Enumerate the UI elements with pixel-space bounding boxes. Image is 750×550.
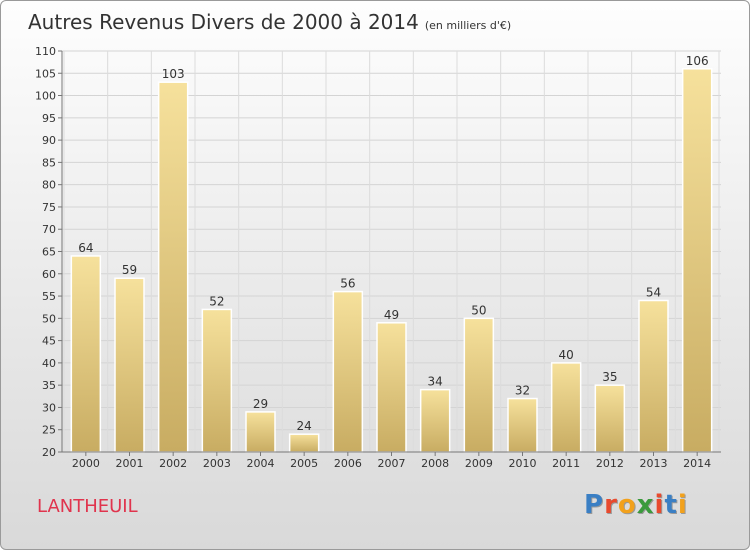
bar-value-label: 34	[428, 375, 443, 389]
logo-letter: i	[654, 490, 665, 520]
bar-value-label: 103	[162, 67, 185, 81]
y-tick-label: 25	[42, 424, 56, 437]
x-tick-label: 2014	[683, 457, 711, 470]
axis-layer: 20 25 30 35 40 45 50 55 60 65 70 75 80 85 90 95 100 105 11…	[35, 45, 721, 470]
bar	[681, 68, 713, 453]
y-tick-label: 110	[35, 45, 56, 58]
bar	[245, 411, 276, 453]
bar-value-label: 64	[78, 241, 93, 255]
logo-letter: o	[617, 490, 637, 520]
y-tick-label: 105	[35, 67, 56, 80]
x-tick-label: 2011	[552, 457, 580, 470]
bar-value-label: 24	[297, 419, 312, 433]
x-tick-label: 2003	[203, 457, 231, 470]
y-tick-label: 50	[42, 312, 56, 325]
bar	[332, 290, 364, 453]
x-tick-label: 2010	[509, 457, 537, 470]
bar-value-label: 50	[471, 303, 486, 317]
x-tick-label: 2006	[334, 457, 362, 470]
x-tick-label: 2004	[247, 457, 275, 470]
bar	[463, 317, 495, 453]
chart-title: Autres Revenus Divers de 2000 à 2014 (en …	[28, 10, 511, 34]
logo-letter: r	[604, 490, 618, 520]
bar-value-label: 56	[340, 277, 355, 291]
chart-title-unit: (en milliers d'€)	[424, 19, 512, 32]
bar-value-label: 49	[384, 308, 399, 322]
bars-layer	[70, 68, 713, 453]
labels-layer: 64 59 103 52 29 24 56 49 34 50 32 40 35 54 106	[78, 54, 708, 433]
bar-value-label: 52	[209, 294, 224, 308]
y-tick-label: 60	[42, 268, 56, 281]
bar	[550, 362, 582, 453]
y-tick-label: 45	[42, 335, 56, 348]
logo-letter: P	[584, 490, 605, 520]
bar	[507, 397, 538, 453]
y-tick-label: 75	[42, 201, 56, 214]
logo-letter: x	[636, 490, 655, 520]
bar	[70, 255, 102, 453]
bar	[201, 308, 233, 453]
y-tick-label: 100	[35, 90, 56, 103]
bar-value-label: 29	[253, 397, 268, 411]
x-tick-label: 2005	[290, 457, 318, 470]
bar	[157, 81, 189, 453]
bar-value-label: 32	[515, 384, 530, 398]
x-tick-label: 2008	[421, 457, 449, 470]
bar-value-label: 54	[646, 286, 661, 300]
proxiti-logo[interactable]: Proxiti	[584, 490, 688, 520]
x-tick-label: 2013	[640, 457, 668, 470]
y-tick-label: 30	[42, 401, 56, 414]
y-tick-label: 80	[42, 179, 56, 192]
y-tick-label: 65	[42, 246, 56, 259]
y-tick-label: 40	[42, 357, 56, 370]
x-tick-label: 2007	[378, 457, 406, 470]
y-tick-label: 95	[42, 112, 56, 125]
commune-name: LANTHEUIL	[37, 496, 138, 517]
bar	[288, 433, 320, 453]
bar-value-label: 40	[559, 348, 574, 362]
bar-value-label: 59	[122, 263, 137, 277]
bar	[638, 299, 669, 453]
x-tick-label: 2012	[596, 457, 624, 470]
bar	[594, 384, 626, 453]
bar	[419, 388, 451, 453]
bar-value-label: 35	[602, 370, 617, 384]
x-tick-label: 2009	[465, 457, 493, 470]
y-tick-label: 55	[42, 290, 56, 303]
x-tick-label: 2002	[159, 457, 187, 470]
x-tick-label: 2000	[72, 457, 100, 470]
y-tick-label: 90	[42, 134, 56, 147]
chart-title-main: Autres Revenus Divers de 2000 à 2014	[28, 10, 419, 34]
bar-value-label: 106	[686, 54, 709, 68]
x-tick-label: 2001	[116, 457, 144, 470]
logo-letter: t	[664, 490, 678, 520]
y-tick-label: 85	[42, 156, 56, 169]
logo-letter: i	[677, 490, 688, 520]
bar	[376, 322, 407, 453]
y-tick-label: 35	[42, 379, 56, 392]
bar	[114, 277, 145, 453]
y-tick-label: 20	[42, 446, 56, 459]
y-tick-label: 70	[42, 223, 56, 236]
